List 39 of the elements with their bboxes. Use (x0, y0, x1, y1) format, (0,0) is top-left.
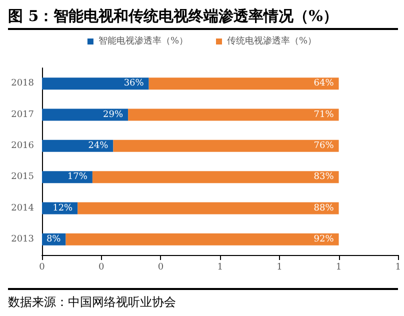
data-label: 88% (314, 203, 334, 214)
data-label: 76% (314, 140, 334, 151)
data-label: 12% (52, 203, 74, 214)
x-tick-label: 1 (336, 262, 342, 272)
x-tick-label: 1 (217, 262, 223, 272)
bar (66, 233, 339, 246)
source-note: 数据来源：中国网络视听业协会 (8, 288, 398, 311)
data-label: 36% (124, 78, 144, 89)
bar (128, 108, 339, 121)
x-tick-label: 0 (39, 262, 46, 272)
y-tick-label: 2016 (11, 140, 34, 151)
x-tick-label: 1 (276, 262, 282, 272)
bar (42, 171, 92, 184)
data-label: 71% (314, 110, 334, 120)
bar (148, 78, 339, 90)
data-label: 8% (46, 234, 62, 244)
data-label: 24% (88, 140, 109, 151)
bar (78, 202, 339, 214)
y-tick-label: 2015 (11, 172, 34, 182)
bar (42, 140, 114, 152)
y-tick-label: 2017 (11, 110, 34, 120)
x-tick-label: 0 (158, 262, 164, 272)
data-label: 64% (314, 78, 334, 89)
data-label: 83% (314, 172, 334, 182)
bar (42, 78, 149, 90)
y-tick-label: 2014 (11, 203, 34, 214)
bar (42, 108, 128, 121)
y-tick-label: 2013 (11, 234, 34, 244)
data-label: 17% (67, 172, 88, 182)
bar (92, 171, 339, 184)
x-tick-label: 0 (98, 262, 104, 272)
y-tick-label: 2018 (11, 78, 34, 89)
bar (113, 140, 339, 152)
data-label: 29% (103, 110, 124, 120)
legend-label: 传统电视渗透率（%） (227, 36, 317, 46)
data-label: 92% (314, 234, 334, 244)
legend-label: 智能电视渗透率（%） (98, 36, 188, 46)
chart-title: 图 5：智能电视和传统电视终端渗透率情况（%） (8, 4, 398, 30)
x-tick-label: 1 (395, 262, 402, 272)
